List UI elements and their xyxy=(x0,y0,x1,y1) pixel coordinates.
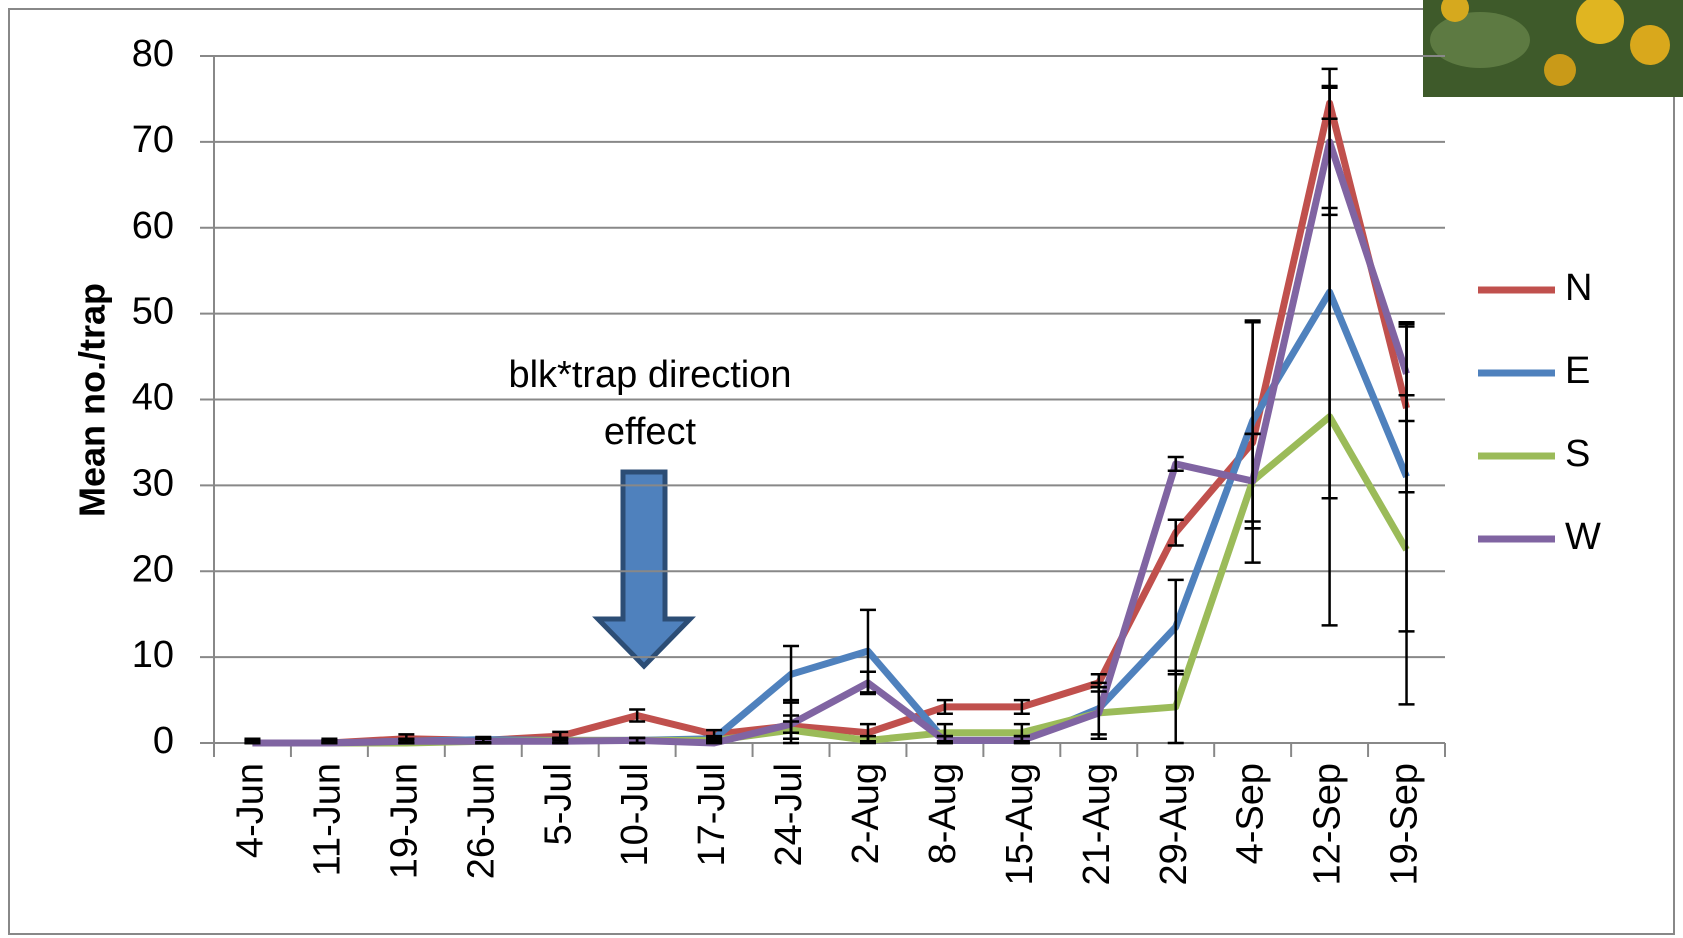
annotation-arrow xyxy=(592,469,696,670)
y-tick-label: 80 xyxy=(132,33,174,75)
y-tick-label: 30 xyxy=(132,462,174,504)
x-tick-label: 8-Aug xyxy=(922,763,964,864)
error-bar xyxy=(783,644,800,704)
legend-label: W xyxy=(1565,516,1601,558)
y-tick-label: 20 xyxy=(132,548,174,590)
chart-frame xyxy=(8,8,1675,935)
x-tick-label: 4-Sep xyxy=(1230,763,1272,864)
error-bar xyxy=(706,739,723,745)
y-tick-label: 10 xyxy=(132,634,174,676)
error-bar xyxy=(629,736,646,745)
error-bar xyxy=(1167,518,1184,547)
photo xyxy=(1423,0,1683,97)
error-bar xyxy=(398,737,415,745)
legend-label: S xyxy=(1565,433,1590,475)
error-bar xyxy=(244,739,261,745)
x-tick-label: 15-Aug xyxy=(999,763,1041,886)
x-tick-label: 11-Jun xyxy=(306,763,348,876)
series-line xyxy=(252,138,1410,747)
annotation: effect xyxy=(604,411,697,453)
error-bar xyxy=(475,737,492,745)
error-bar xyxy=(783,714,800,734)
x-tick-label: 19-Sep xyxy=(1384,763,1426,886)
x-tick-label: 17-Jul xyxy=(691,763,733,867)
error-bar xyxy=(936,734,953,745)
error-bar xyxy=(859,670,876,696)
error-bar xyxy=(1090,685,1107,740)
error-bar xyxy=(1398,325,1415,423)
y-tick-label: 50 xyxy=(132,291,174,333)
legend-label: E xyxy=(1565,350,1590,392)
y-tick-label: 70 xyxy=(132,119,174,161)
x-tick-label: 26-Jun xyxy=(460,763,502,879)
error-bar xyxy=(321,739,338,745)
x-tick-label: 24-Jul xyxy=(768,763,810,867)
error-bar xyxy=(1167,669,1184,745)
x-tick-label: 5-Jul xyxy=(537,763,579,845)
x-tick-label: 10-Jul xyxy=(614,763,656,867)
error-bar xyxy=(552,737,569,745)
error-bar xyxy=(1013,698,1030,716)
y-tick-label: 60 xyxy=(132,205,174,247)
x-tick-label: 21-Aug xyxy=(1076,763,1118,886)
error-bar xyxy=(859,734,876,745)
error-bar xyxy=(629,708,646,723)
error-bar xyxy=(1321,67,1338,217)
x-tick-label: 4-Jun xyxy=(230,763,272,858)
x-tick-label: 12-Sep xyxy=(1307,763,1349,886)
x-tick-label: 2-Aug xyxy=(845,763,887,864)
y-axis-label: Mean no./trap xyxy=(72,283,113,517)
x-tick-label: 29-Aug xyxy=(1153,763,1195,886)
error-bar xyxy=(936,698,953,716)
annotation: blk*trap direction xyxy=(508,354,791,396)
error-bar xyxy=(1244,432,1261,530)
y-tick-label: 0 xyxy=(153,720,174,762)
error-bar xyxy=(1167,455,1184,473)
error-bar xyxy=(1013,734,1030,745)
x-tick-label: 19-Jun xyxy=(383,763,425,879)
legend-label: N xyxy=(1565,267,1592,309)
y-tick-label: 40 xyxy=(132,377,174,419)
